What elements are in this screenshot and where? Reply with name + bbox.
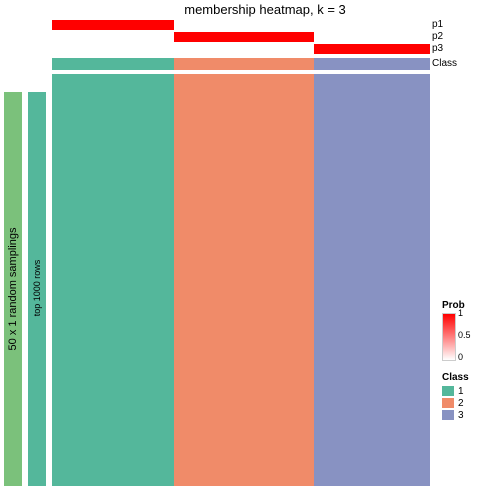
heat-col-2: [174, 74, 314, 486]
legend-class-items: 123: [442, 385, 469, 421]
legend-swatch-label: 3: [458, 410, 464, 421]
legend-class-item: 2: [442, 397, 469, 409]
annot-seg: [52, 20, 174, 30]
annot-row-p2: [52, 32, 430, 42]
sidebar-rows-label: top 1000 rows: [32, 228, 42, 348]
row-label-p1: p1: [432, 19, 443, 30]
annot-seg: [52, 58, 174, 70]
legend-swatch: [442, 410, 454, 420]
legend-swatch: [442, 398, 454, 408]
legend-swatch: [442, 386, 454, 396]
legend-prob-tick: 0: [458, 353, 463, 362]
legend-swatch-label: 2: [458, 398, 464, 409]
annot-seg: [314, 58, 430, 70]
annot-row-class: [52, 58, 430, 70]
heat-col-1: [52, 74, 174, 486]
sidebar-samplings-label: 50 x 1 random samplings: [7, 209, 19, 369]
chart-title: membership heatmap, k = 3: [155, 2, 375, 17]
legend-prob-tick: 1: [458, 309, 463, 318]
annot-seg: [174, 58, 314, 70]
legend-class: Class 123: [442, 372, 469, 421]
legend-prob-gradient: [442, 313, 456, 361]
legend-prob: Prob 10.50: [442, 300, 465, 361]
annot-seg: [52, 44, 314, 54]
annot-seg: [174, 20, 430, 30]
row-label-p3: p3: [432, 43, 443, 54]
row-label-class: Class: [432, 58, 457, 69]
annot-row-p1: [52, 20, 430, 30]
row-label-p2: p2: [432, 31, 443, 42]
annot-seg: [314, 32, 430, 42]
heatmap-body: [52, 74, 430, 486]
heat-col-3: [314, 74, 430, 486]
annot-seg: [52, 32, 174, 42]
annot-seg: [174, 32, 314, 42]
legend-prob-tick: 0.5: [458, 331, 471, 340]
legend-class-item: 3: [442, 409, 469, 421]
legend-swatch-label: 1: [458, 386, 464, 397]
legend-class-item: 1: [442, 385, 469, 397]
legend-class-title: Class: [442, 372, 469, 383]
annot-row-p3: [52, 44, 430, 54]
annot-seg: [314, 44, 430, 54]
